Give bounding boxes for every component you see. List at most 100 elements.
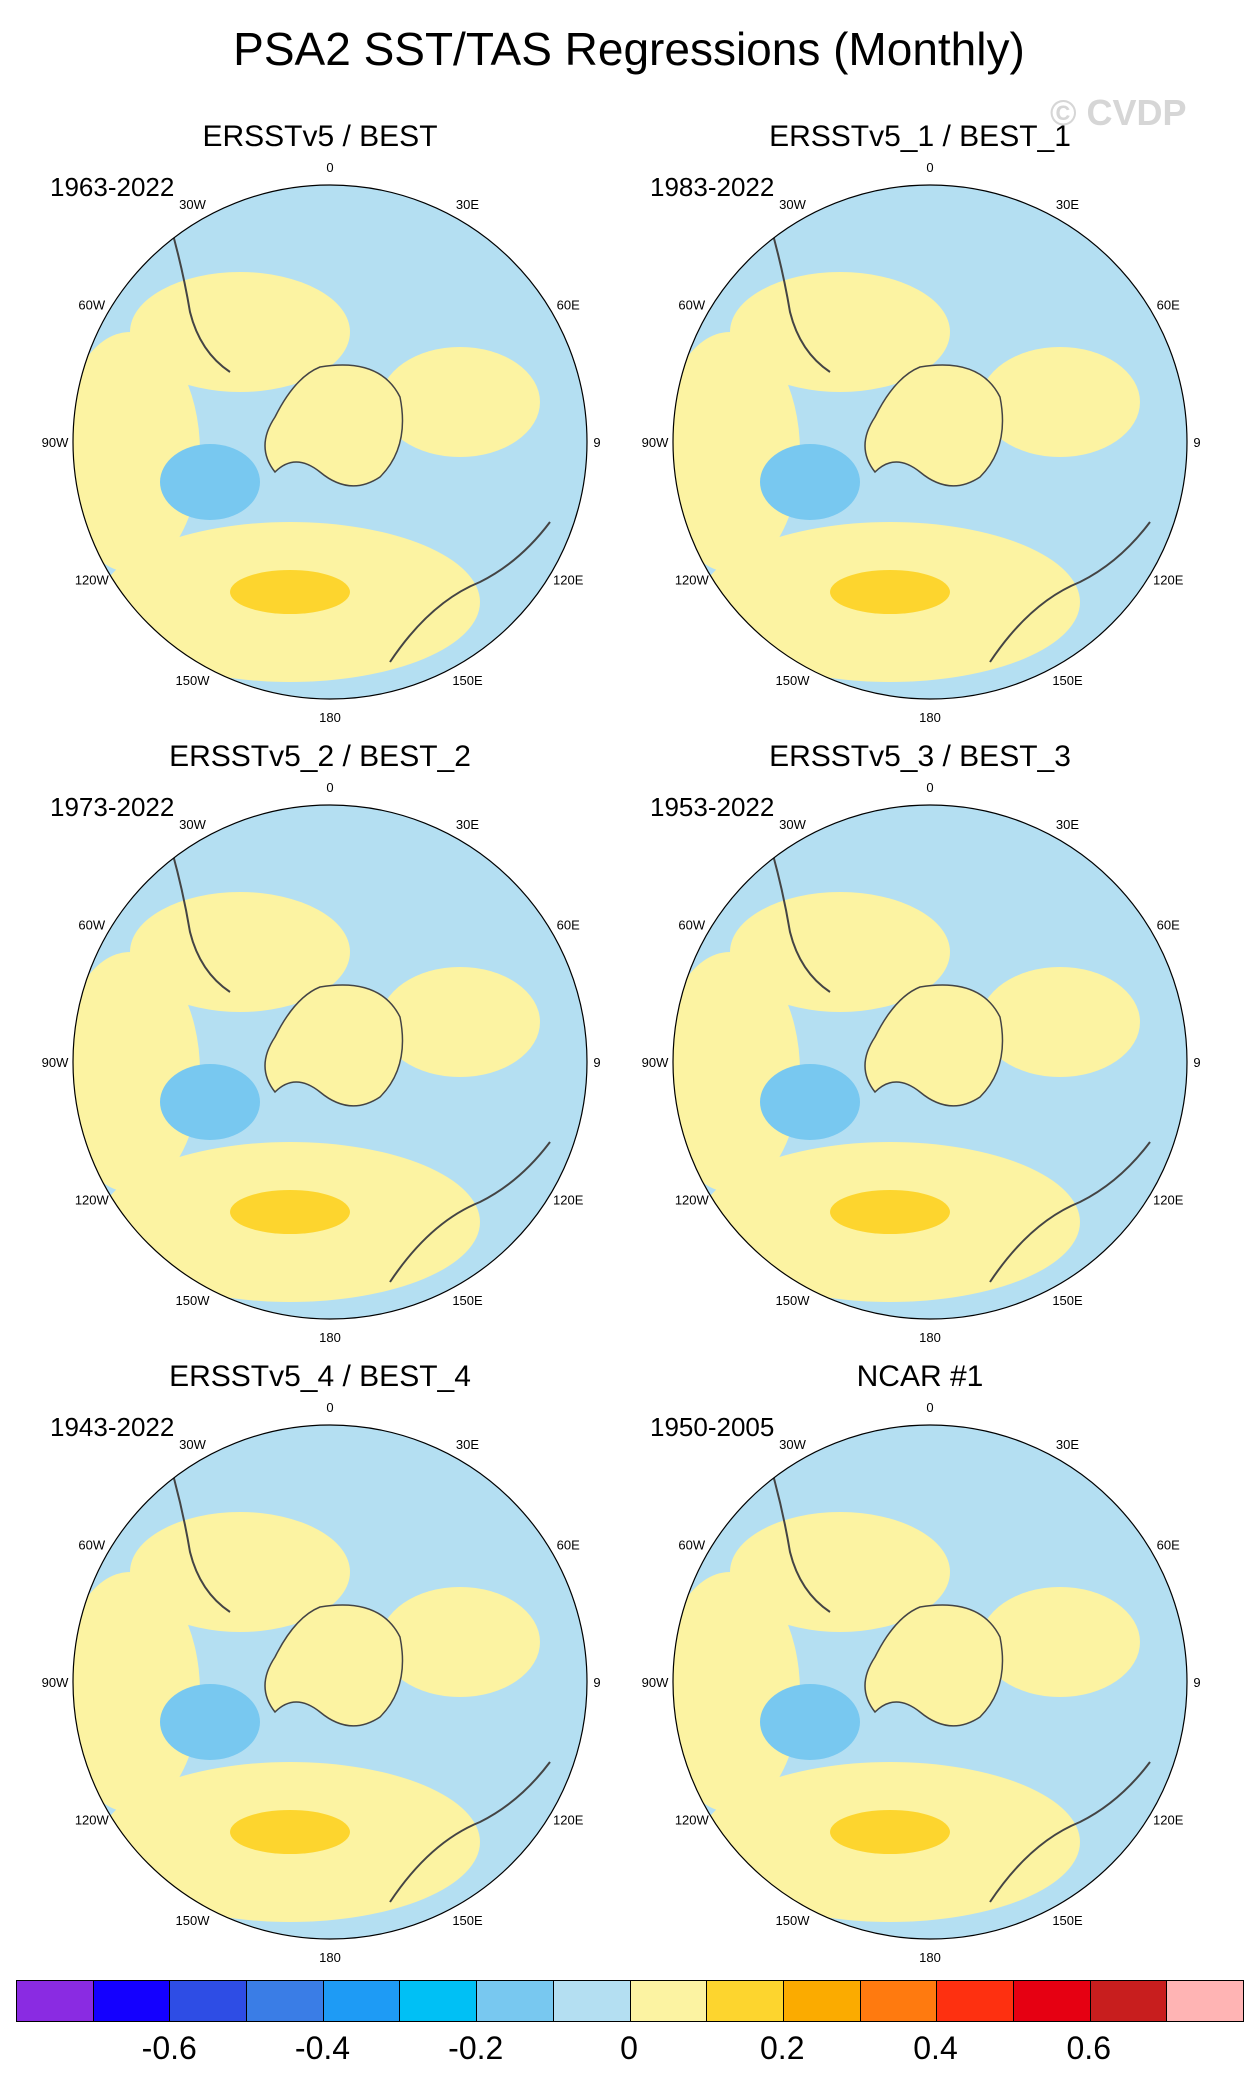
colorbar-label: -0.6 — [141, 2030, 197, 2066]
longitude-label: 120W — [75, 1813, 110, 1828]
longitude-label: 30W — [179, 1437, 206, 1452]
longitude-label: 30E — [1056, 817, 1079, 832]
longitude-label: 150E — [1052, 1293, 1083, 1308]
longitude-label: 180 — [319, 1950, 341, 1965]
coastline — [989, 1141, 1151, 1283]
warm-anomaly — [380, 347, 540, 457]
longitude-label: 60W — [78, 1538, 105, 1553]
colorbar-box — [1167, 1981, 1243, 2021]
map-border — [672, 1424, 1188, 1940]
panel-years: 1943-2022 — [50, 1412, 175, 1442]
longitude-label: 90E — [593, 435, 600, 450]
watermark: © CVDP — [1050, 92, 1187, 133]
longitude-label: 90E — [1193, 1675, 1200, 1690]
longitude-label: 90W — [42, 435, 69, 450]
longitude-label: 90W — [642, 1055, 669, 1070]
warm-anomaly — [380, 1587, 540, 1697]
longitude-label: 60E — [1157, 918, 1180, 933]
longitude-label: 180 — [319, 710, 341, 725]
longitude-label: 150W — [176, 1913, 211, 1928]
warm-anomaly — [673, 952, 800, 1192]
longitude-label: 60E — [557, 1538, 580, 1553]
longitude-label: 0 — [326, 160, 333, 175]
longitude-label: 120W — [675, 1193, 710, 1208]
longitude-label: 180 — [319, 1330, 341, 1345]
warm-anomaly — [130, 1512, 350, 1632]
panel-title: NCAR #1 — [856, 1360, 984, 1393]
cool-anomaly — [760, 1064, 860, 1140]
warm-anomaly-strong — [230, 570, 350, 614]
longitude-label: 90W — [42, 1675, 69, 1690]
colorbar-box — [630, 1981, 708, 2021]
longitude-label: 120W — [75, 573, 110, 588]
polar-map: 0 30E 60E 90E 120E 150E 180 150W 120W 90W 60W 30W — [42, 780, 600, 1345]
longitude-label: 0 — [326, 780, 333, 795]
map-panel: 0 30E 60E 90E 120E 150E 180 150W 120W 90W 60W 30W ER… — [40, 1360, 600, 1980]
longitude-label: 150W — [176, 1293, 211, 1308]
longitude-label: 90W — [642, 1675, 669, 1690]
map-panel: 0 30E 60E 90E 120E 150E 180 150W 120W 90W 60W 30W ER… — [640, 740, 1200, 1360]
warm-anomaly — [380, 967, 540, 1077]
colorbar-box — [170, 1981, 248, 2021]
longitude-label: 30W — [179, 197, 206, 212]
longitude-label: 60W — [678, 1538, 705, 1553]
antarctica-outline — [864, 984, 1004, 1107]
warm-anomaly-strong — [830, 1810, 950, 1854]
colorbar-label: 0.4 — [913, 2030, 958, 2066]
colorbar-box — [783, 1981, 861, 2021]
longitude-label: 0 — [926, 1400, 933, 1415]
panel-years: 1963-2022 — [50, 172, 175, 202]
warm-anomaly-strong — [230, 1810, 350, 1854]
longitude-label: 90E — [593, 1055, 600, 1070]
antarctica-outline — [864, 1604, 1004, 1727]
longitude-label: 30W — [779, 817, 806, 832]
warm-anomaly — [673, 332, 800, 572]
colorbar-box — [707, 1981, 784, 2021]
longitude-label: 120E — [553, 1813, 584, 1828]
warm-anomaly-strong — [830, 1190, 950, 1234]
longitude-label: 60E — [557, 298, 580, 313]
longitude-label: 120E — [553, 1193, 584, 1208]
longitude-label: 150W — [776, 673, 811, 688]
longitude-label: 120E — [553, 573, 584, 588]
colorbar-label: -0.4 — [294, 2030, 351, 2066]
polar-map: 0 30E 60E 90E 120E 150E 180 150W 120W 90W 60W 30W — [42, 160, 600, 725]
coastline — [989, 1761, 1151, 1903]
longitude-label: 60W — [678, 298, 705, 313]
colorbar-box — [93, 1981, 171, 2021]
longitude-label: 150E — [452, 673, 483, 688]
cool-anomaly — [160, 1684, 260, 1760]
colorbar-box — [553, 1981, 631, 2021]
longitude-label: 150E — [1052, 1913, 1083, 1928]
warm-anomaly-strong — [830, 570, 950, 614]
polar-map: 0 30E 60E 90E 120E 150E 180 150W 120W 90W 60W 30W — [642, 780, 1200, 1345]
colorbar-box — [860, 1981, 938, 2021]
panel-years: 1950-2005 — [650, 1412, 775, 1442]
main-title: PSA2 SST/TAS Regressions (Monthly) — [233, 23, 1025, 75]
longitude-label: 30E — [456, 197, 479, 212]
colorbar-box — [937, 1981, 1014, 2021]
warm-anomaly — [980, 1587, 1140, 1697]
panel-title: ERSSTv5_2 / BEST_2 — [169, 740, 471, 773]
panel-title: ERSSTv5 / BEST — [202, 120, 438, 153]
longitude-label: 120E — [1153, 1193, 1184, 1208]
panel-title: ERSSTv5_3 / BEST_3 — [769, 740, 1071, 773]
longitude-label: 90E — [593, 1675, 600, 1690]
colorbar-label: -0.2 — [448, 2030, 504, 2066]
longitude-label: 0 — [926, 780, 933, 795]
warm-anomaly — [980, 347, 1140, 457]
longitude-label: 60W — [78, 918, 105, 933]
warm-anomaly — [980, 967, 1140, 1077]
antarctica-outline — [264, 984, 404, 1107]
warm-anomaly — [73, 1572, 200, 1812]
longitude-label: 30E — [456, 817, 479, 832]
longitude-label: 150W — [776, 1913, 811, 1928]
longitude-label: 30E — [1056, 1437, 1079, 1452]
coastline — [389, 1141, 551, 1283]
warm-anomaly — [73, 332, 200, 572]
longitude-label: 90E — [1193, 435, 1200, 450]
panel-years: 1953-2022 — [650, 792, 775, 822]
coastline — [989, 521, 1151, 663]
warm-anomaly — [730, 272, 950, 392]
colorbar-label: 0.6 — [1066, 2030, 1111, 2066]
